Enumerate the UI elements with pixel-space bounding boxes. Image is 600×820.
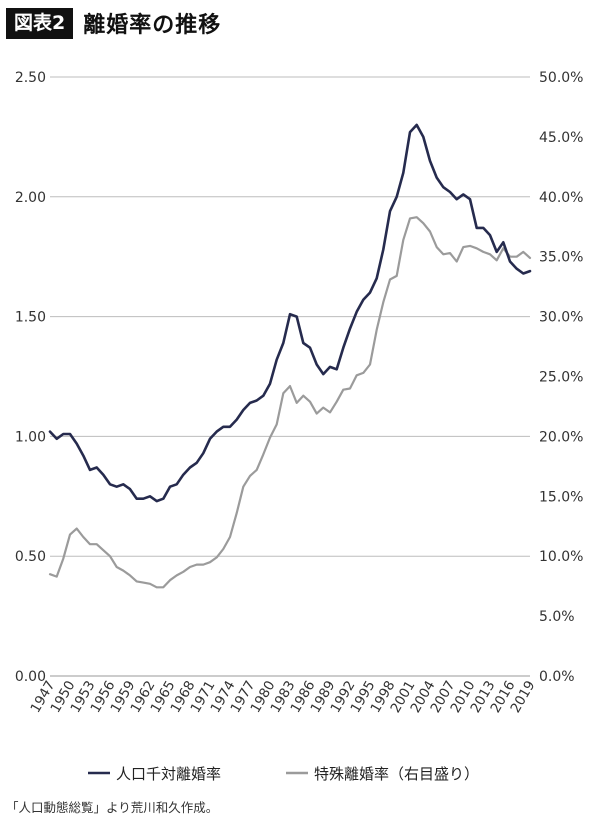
left-axis-tick-label: 0.00 [15,669,46,685]
source-note: 「人口動態総覧」より荒川和久作成。 [6,800,219,815]
right-axis-ticks: 0.0% 5.0% 10.0% 15.0% 20.0% 25.0% 30.0% 35.0% 40… [539,70,583,685]
chart-title: 離婚率の推移 [83,13,222,38]
legend-label: 特殊離婚率（右目盛り） [314,765,479,783]
left-axis-tick-label: 0.50 [15,549,46,565]
series-line-special-divorce-rate [48,216,532,589]
figure-label-badge: 図表2 [6,7,74,39]
right-axis-tick-label: 25.0% [539,370,583,386]
series-line-divorce-rate-per-1000 [48,123,532,503]
right-axis-tick-label: 35.0% [539,250,583,266]
line-chart: 0.00 0.50 1.00 1.50 2.00 2.50 0.0% 5.0% 10.0% 15… [15,70,584,783]
series-lines [48,123,532,589]
left-axis-tick-label: 1.00 [15,429,46,445]
legend-label: 人口千対離婚率 [116,765,221,783]
right-axis-tick-label: 0.0% [539,669,575,685]
left-axis-ticks: 0.00 0.50 1.00 1.50 2.00 2.50 [15,70,46,685]
right-axis-tick-label: 40.0% [539,190,583,206]
left-axis-tick-label: 1.50 [15,310,46,326]
right-axis-tick-label: 5.0% [539,609,575,625]
legend: 人口千対離婚率 特殊離婚率（右目盛り） [88,765,479,783]
x-axis-ticks: 1947195019531956195919621965196819711974… [27,678,538,716]
grid-lines [50,76,530,677]
right-axis-tick-label: 50.0% [539,70,583,86]
right-axis-tick-label: 15.0% [539,489,583,505]
left-axis-tick-label: 2.50 [15,70,46,86]
right-axis-tick-label: 20.0% [539,429,583,445]
figure-header: 図表2 離婚率の推移 [6,7,221,39]
right-axis-tick-label: 30.0% [539,310,583,326]
right-axis-tick-label: 10.0% [539,549,583,565]
left-axis-tick-label: 2.00 [15,190,46,206]
right-axis-tick-label: 45.0% [539,130,583,146]
